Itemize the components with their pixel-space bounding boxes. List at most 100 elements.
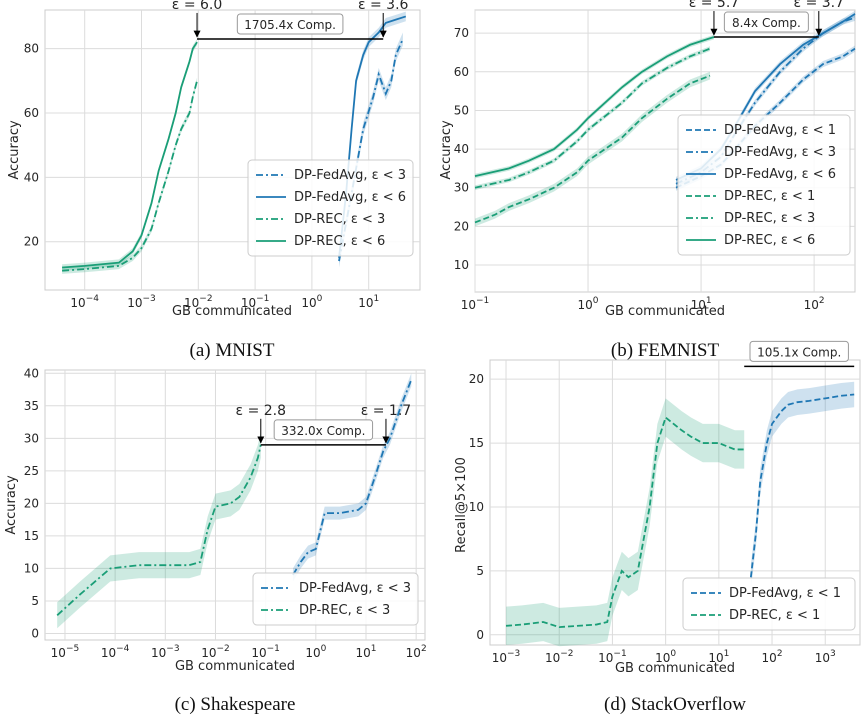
- legend-label: DP-REC, ε < 1: [724, 189, 815, 204]
- y-tick-label: 30: [24, 431, 39, 445]
- legend-label: DP-FedAvg, ε < 1: [724, 123, 836, 138]
- x-tick-label: 100: [305, 644, 326, 660]
- x-tick-label: 10−3: [492, 649, 521, 665]
- comparison-box: [273, 419, 374, 441]
- epsilon-annotation: ε = 3.7: [794, 0, 844, 11]
- x-tick-label: 101: [358, 294, 379, 310]
- series-line: [505, 415, 745, 629]
- legend: DP-FedAvg, ε < 3 DP-FedAvg, ε < 6 DP-REC, …: [247, 159, 414, 257]
- series-line: [56, 444, 262, 616]
- panel-caption: (a) MNIST: [190, 340, 275, 361]
- x-tick-label: 100: [578, 296, 599, 312]
- bands: [506, 381, 855, 647]
- y-tick-label: 30: [454, 181, 469, 195]
- legend-label: DP-REC, ε < 3: [294, 212, 385, 227]
- legend-label: DP-REC, ε < 3: [299, 603, 390, 618]
- annotations: ε = 6.0 ε = 3.6 1705.4x Comp.: [172, 0, 409, 40]
- epsilon-annotation: ε = 6.0: [172, 0, 222, 13]
- legend-label: DP-FedAvg, ε < 6: [294, 190, 406, 205]
- comparison-box: [723, 11, 809, 33]
- panel-femnist: ε = 5.7 ε = 3.78.4x Comp. 10−1 100 101 10210…: [439, 0, 856, 361]
- comparison-label: 8.4x Comp.: [732, 16, 801, 30]
- y-tick-label: 20: [469, 372, 484, 386]
- y-tick-label: 15: [469, 436, 484, 450]
- y-tick-label: 40: [454, 142, 469, 156]
- y-tick-label: 15: [24, 529, 39, 543]
- y-tick-label: 35: [24, 399, 39, 413]
- y-tick-label: 10: [24, 561, 39, 575]
- x-tick-label: 100: [301, 294, 322, 310]
- x-tick-label: 102: [804, 296, 825, 312]
- x-axis-label: GB communicated: [615, 661, 735, 676]
- legend-label: DP-REC, ε < 6: [724, 233, 815, 248]
- y-tick-label: 10: [469, 500, 484, 514]
- y-tick-label: 20: [454, 219, 469, 233]
- x-tick-label: 10−2: [201, 644, 230, 660]
- annotations: ε = 5.7 ε = 3.7 8.4x Comp.: [689, 0, 844, 38]
- y-tick-label: 5: [476, 564, 484, 578]
- x-tick-label: 10−3: [151, 644, 180, 660]
- series-band: [57, 431, 261, 629]
- legend-box: [682, 577, 856, 631]
- epsilon-annotation: ε = 2.8: [236, 403, 286, 419]
- epsilon-annotation: ε = 1.7: [361, 403, 411, 419]
- x-tick-label: 103: [815, 649, 836, 665]
- x-tick-label: 10−1: [461, 296, 490, 312]
- y-axis-label: Accuracy: [7, 120, 22, 180]
- y-tick-label: 25: [24, 464, 39, 478]
- legend-label: DP-REC, ε < 1: [729, 608, 820, 623]
- x-tick-label: 101: [355, 644, 376, 660]
- series-line: [749, 393, 855, 578]
- panel-caption: (c) Shakespeare: [175, 694, 296, 715]
- comparison-box: [236, 13, 344, 35]
- legend: DP-FedAvg, ε < 1 DP-REC, ε < 1: [682, 577, 856, 631]
- legend: DP-FedAvg, ε < 1 DP-FedAvg, ε < 3 DP-FedAv…: [677, 114, 851, 256]
- y-axis-label: Accuracy: [439, 120, 454, 180]
- x-tick-label: 10−5: [51, 644, 80, 660]
- y-tick-label: 20: [24, 496, 39, 510]
- epsilon-annotation: ε = 3.6: [358, 0, 409, 13]
- lines: [56, 379, 413, 616]
- x-tick-label: 10−4: [101, 644, 130, 660]
- annotations: 105.1x Comp.: [744, 340, 855, 368]
- series-line: [474, 74, 711, 224]
- x-axis-label: GB communicated: [172, 304, 292, 319]
- series-line: [62, 80, 198, 272]
- panel-caption: (b) FEMNIST: [611, 340, 720, 361]
- y-tick-label: 0: [476, 628, 484, 642]
- x-axis-label: GB communicated: [605, 304, 725, 319]
- legend-label: DP-FedAvg, ε < 3: [299, 581, 411, 596]
- annotations: ε = 2.8 ε = 1.7 332.0x Comp.: [236, 403, 411, 446]
- comparison-label: 105.1x Comp.: [757, 345, 841, 359]
- x-tick-label: 10−4: [70, 294, 99, 310]
- x-axis-label: GB communicated: [175, 659, 295, 674]
- y-axis-label: Recall@5×100: [454, 457, 469, 553]
- legend-label: DP-FedAvg, ε < 3: [724, 145, 836, 160]
- y-axis-label: Accuracy: [4, 475, 19, 535]
- y-tick-label: 50: [454, 103, 469, 117]
- y-tick-label: 10: [454, 258, 469, 272]
- series-band: [750, 381, 855, 591]
- x-tick-label: 10−3: [127, 294, 156, 310]
- y-tick-label: 20: [24, 235, 39, 249]
- x-tick-label: 102: [406, 644, 427, 660]
- panel-shakespeare: ε = 2.8 ε = 1.7 332.0x Comp. 10−5 10−4 10−3 1…: [4, 366, 427, 715]
- y-tick-label: 40: [24, 366, 39, 380]
- legend-box: [252, 572, 419, 626]
- y-tick-label: 60: [24, 106, 39, 120]
- panel-caption: (d) StackOverflow: [604, 694, 746, 715]
- series-band: [292, 373, 412, 582]
- bands: [57, 373, 412, 629]
- epsilon-annotation: ε = 5.7: [689, 0, 739, 11]
- series-line: [474, 47, 711, 189]
- legend-box: [247, 159, 414, 257]
- y-tick-label: 70: [454, 26, 469, 40]
- y-tick-label: 60: [454, 65, 469, 79]
- series-line: [62, 41, 198, 269]
- x-tick-label: 10−2: [545, 649, 574, 665]
- y-tick-label: 5: [31, 594, 39, 608]
- gridlines: [474, 10, 855, 292]
- comparison-box: [749, 340, 849, 362]
